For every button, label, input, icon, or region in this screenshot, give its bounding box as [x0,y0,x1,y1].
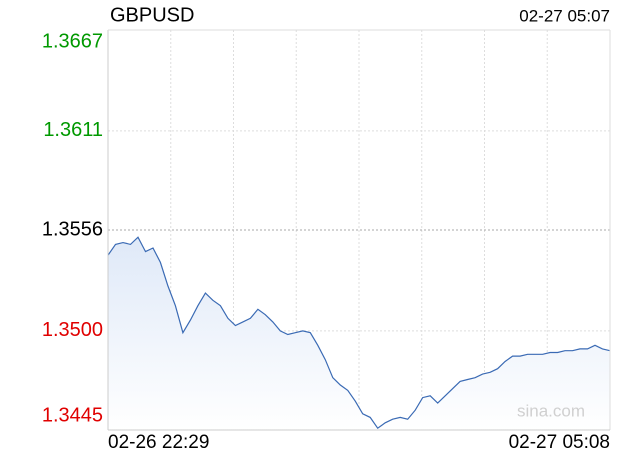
timestamp: 02-27 05:07 [519,6,610,25]
y-tick-label: 1.3445 [42,404,103,426]
chart-title: GBPUSD [110,4,194,26]
area [108,237,610,430]
x-tick-label: 02-26 22:29 [108,432,209,453]
y-tick-label: 1.3667 [42,30,103,52]
y-tick-label: 1.3611 [43,119,103,141]
price-line [107,236,611,430]
y-tick-label: 1.3500 [42,319,103,341]
y-tick-label: 1.3556 [42,218,103,240]
x-tick-label: 02-27 05:08 [509,432,610,453]
watermark: sina.com [517,401,585,420]
